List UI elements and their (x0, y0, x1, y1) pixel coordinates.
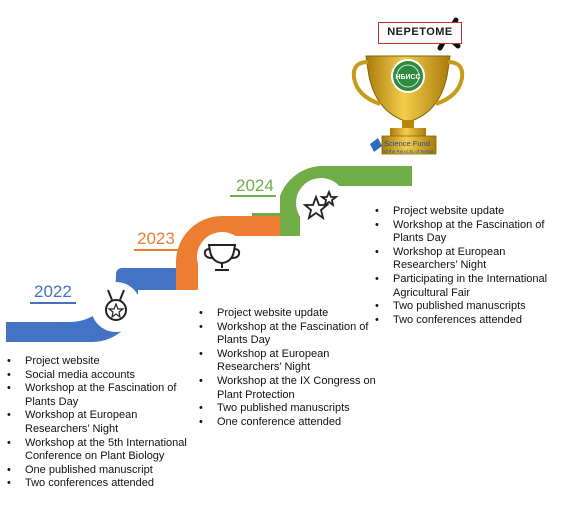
circle-2024 (296, 178, 346, 228)
year-label-2022: 2022 (34, 282, 72, 301)
step-2024-band (252, 166, 412, 236)
project-logo: NEPETOME (378, 22, 462, 44)
milestone-item: Workshop at the Fascination of Plants Da… (372, 219, 558, 246)
milestone-item: Workshop at the 5th International Confer… (4, 437, 189, 464)
circle-2023 (197, 232, 247, 282)
step-2022-band (6, 268, 176, 342)
trophy-cup-icon (203, 244, 241, 271)
milestones-2024: Project website updateWorkshop at the Fa… (372, 205, 558, 327)
circle-2022 (91, 282, 141, 332)
milestone-item: Workshop at European Researchers’ Night (4, 409, 189, 436)
year-label-2024: 2024 (236, 176, 274, 195)
milestone-item: Two conferences attended (4, 477, 189, 491)
funder-logo: Science Fund of the Republic of Serbia (384, 140, 433, 156)
funder-subtitle: of the Republic of Serbia (384, 149, 434, 154)
milestone-item: Two conferences attended (372, 314, 558, 328)
milestone-item: Participating in the International Agric… (372, 273, 558, 300)
milestones-2023: Project website updateWorkshop at the Fa… (196, 307, 376, 429)
milestone-item: Workshop at the Fascination of Plants Da… (196, 321, 376, 348)
funder-name: Science Fund (384, 139, 430, 148)
milestone-item: Project website update (196, 307, 376, 321)
milestone-item: Two published manuscripts (372, 300, 558, 314)
milestone-item: One conference attended (196, 416, 376, 430)
milestone-item: Project website (4, 355, 189, 369)
milestone-item: Workshop at the Fascination of Plants Da… (4, 382, 189, 409)
milestone-item: Workshop at the IX Congress on Plant Pro… (196, 375, 376, 402)
milestone-item: Project website update (372, 205, 558, 219)
funder-mark-icon (370, 138, 382, 152)
milestone-item: Social media accounts (4, 369, 189, 383)
stars-icon (302, 189, 339, 221)
milestone-item: Workshop at European Researchers’ Night (372, 246, 558, 273)
medal-icon (105, 289, 127, 321)
year-label-2023: 2023 (137, 229, 175, 248)
milestone-item: One published manuscript (4, 464, 189, 478)
milestone-item: Two published manuscripts (196, 402, 376, 416)
milestones-2022: Project websiteSocial media accountsWork… (4, 355, 189, 491)
step-2023-band (150, 216, 280, 290)
trophy-image: НБИСС (351, 17, 465, 155)
milestone-item: Workshop at European Researchers’ Night (196, 348, 376, 375)
trophy-badge-text: НБИСС (395, 74, 420, 81)
